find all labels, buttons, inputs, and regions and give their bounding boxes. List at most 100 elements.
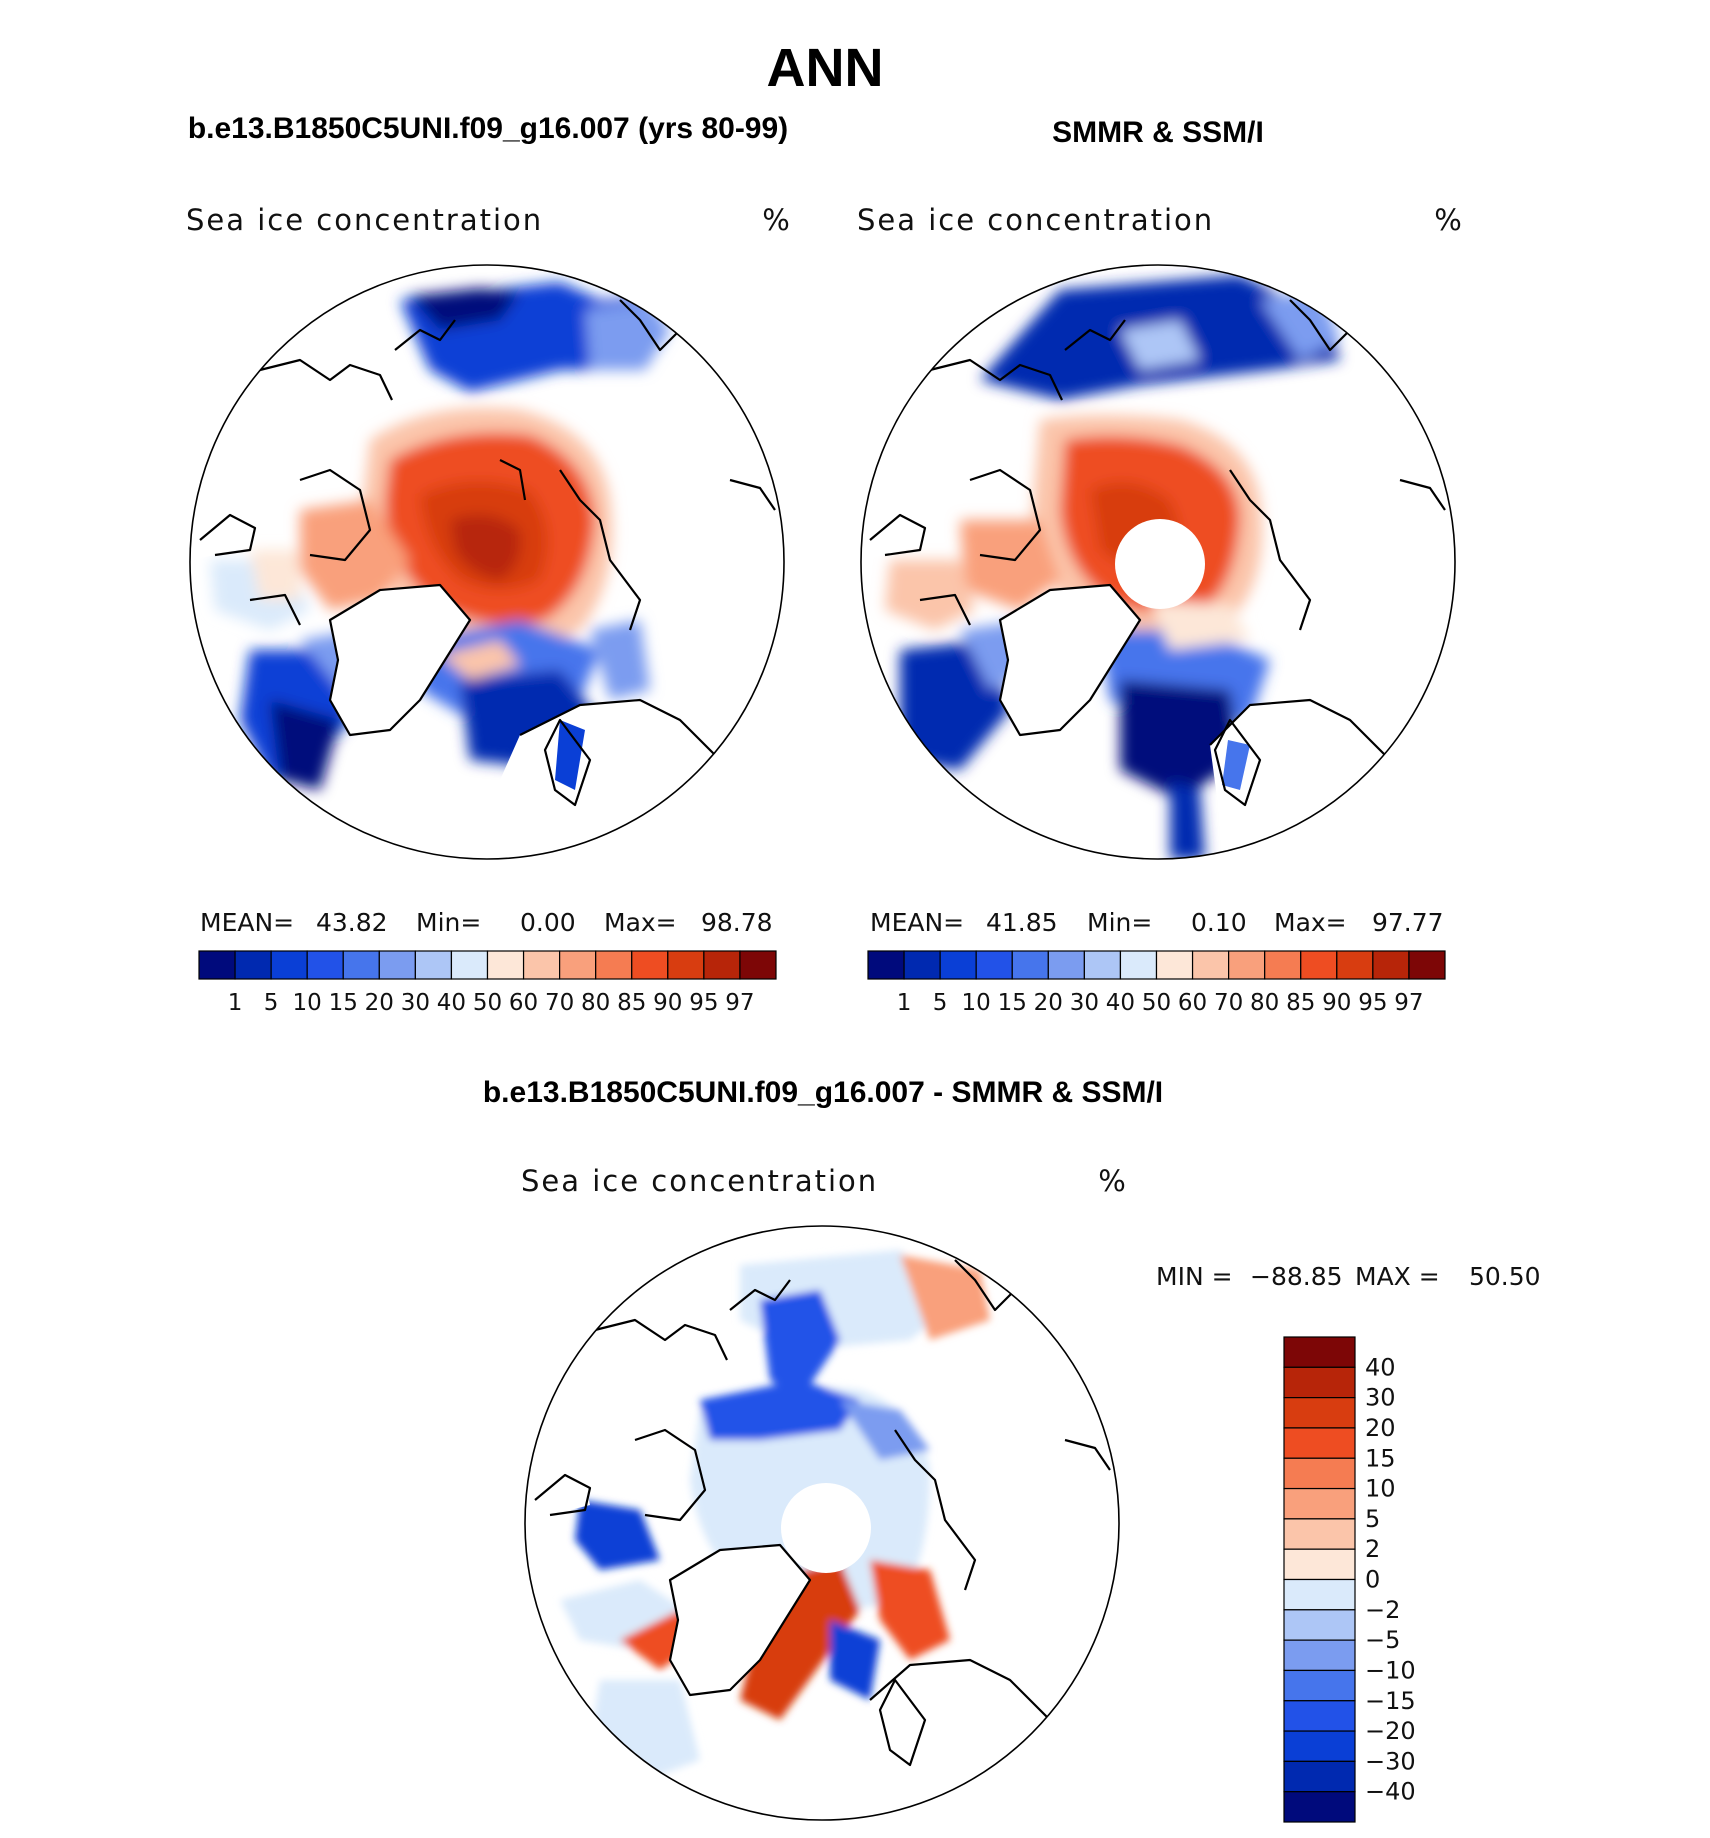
panel-a-colorbar-tick-label: 15: [329, 990, 358, 1016]
panel-a-map: [190, 265, 784, 859]
panel-c-colorbar-swatch: [1283, 1760, 1356, 1793]
panel-b-colorbar-swatch: [867, 950, 905, 980]
panel-a-colorbar-tick-label: 60: [509, 990, 538, 1016]
panel-c-colorbar-tick-label: −15: [1365, 1687, 1416, 1715]
panel-c-stats: MIN = −88.85 MAX = 50.50: [1156, 1262, 1541, 1291]
panel-a: Sea ice concentration %: [186, 203, 790, 1016]
panel-a-colorbar-swatch: [450, 950, 489, 980]
panel-b-colorbar-swatch: [1228, 950, 1266, 980]
panel-a-colorbar-swatch: [595, 950, 633, 980]
panel-b-colorbar-tick-label: 97: [1394, 990, 1423, 1016]
panel-b-colorbar-swatch: [1119, 950, 1158, 980]
panel-b-colorbar-swatch: [1408, 950, 1446, 980]
panel-a-colorbar-tick-label: 97: [725, 990, 754, 1016]
panel-b-map: [861, 265, 1455, 859]
panel-b-colorbar-tick-label: 10: [962, 990, 991, 1016]
panel-b-colorbar-swatch: [1191, 950, 1230, 980]
panel-c-colorbar-tick-label: 5: [1365, 1505, 1380, 1533]
panel-b-colorbar-tick-label: 70: [1214, 990, 1243, 1016]
panel-c-colorbar-swatch: [1283, 1730, 1356, 1762]
panel-c-colorbar-swatch: [1283, 1548, 1356, 1581]
panel-b-colorbar-swatch: [1011, 950, 1049, 980]
panel-a-colorbar-swatch: [559, 950, 597, 980]
panel-a-colorbar-swatch: [703, 950, 741, 980]
panel-c-colorbar-tick-label: −10: [1365, 1656, 1416, 1684]
difference-heading: b.e13.B1850C5UNI.f09_g16.007 - SMMR & SS…: [483, 1076, 1163, 1109]
panel-a-colorbar: 1 5 10 15 20 30 40 50 60 70 80 85 90 95 97: [198, 950, 777, 1016]
panel-c-colorbar-swatch: [1283, 1366, 1356, 1399]
panel-c-colorbar-tick-label: −20: [1365, 1717, 1416, 1745]
panel-c-colorbar-swatch: [1283, 1427, 1356, 1459]
panel-b-colorbar-swatch: [1372, 950, 1410, 980]
panel-c-map: [525, 1226, 1119, 1820]
panel-a-colorbar-swatch: [342, 950, 380, 980]
panel-b-units: %: [1434, 203, 1462, 237]
panel-c-colorbar-swatch: [1283, 1700, 1356, 1732]
panel-b-colorbar-tick-label: 30: [1070, 990, 1099, 1016]
panel-a-colorbar-swatch: [234, 950, 272, 980]
panel-c-colorbar-tick-label: −30: [1365, 1747, 1416, 1775]
panel-a-colorbar-tick-label: 5: [264, 990, 279, 1016]
panel-b-colorbar-tick-label: 80: [1250, 990, 1279, 1016]
panel-a-colorbar-swatch: [306, 950, 344, 980]
panel-b-colorbar-tick-label: 85: [1286, 990, 1315, 1016]
panel-c-colorbar-swatch: [1283, 1578, 1356, 1611]
panel-a-colorbar-swatch: [378, 950, 416, 980]
panel-b-colorbar-swatch: [1264, 950, 1302, 980]
panel-b-colorbar-tick-label: 50: [1142, 990, 1171, 1016]
panel-b: Sea ice concentration %: [857, 203, 1462, 1016]
panel-b-colorbar: 1 5 10 15 20 30 40 50 60 70 80 85 90 95 97: [867, 950, 1446, 1016]
panel-c-colorbar-tick-label: −2: [1365, 1596, 1400, 1624]
panel-c-colorbar-swatch: [1283, 1791, 1356, 1823]
panel-b-colorbar-tick-label: 90: [1322, 990, 1351, 1016]
panel-a-stats: MEAN= 43.82 Min= 0.00 Max= 98.78: [200, 908, 773, 937]
panel-b-heading: SMMR & SSM/I: [1052, 116, 1264, 149]
panel-b-colorbar-swatch: [1047, 950, 1085, 980]
panel-c-units: %: [1098, 1164, 1126, 1198]
panel-b-colorbar-tick-label: 60: [1178, 990, 1207, 1016]
panel-a-colorbar-swatch: [631, 950, 669, 980]
panel-c-colorbar-swatch: [1283, 1518, 1356, 1550]
panel-c-colorbar-tick-label: 2: [1365, 1535, 1380, 1563]
panel-b-colorbar-tick-label: 20: [1034, 990, 1063, 1016]
panel-c-colorbar-tick-label: −40: [1365, 1778, 1416, 1806]
panel-c-colorbar-tick-label: 20: [1365, 1414, 1396, 1442]
panel-c-colorbar-tick-label: 10: [1365, 1475, 1396, 1503]
panel-a-colorbar-swatch: [522, 950, 561, 980]
panel-c-colorbar-swatch: [1283, 1639, 1356, 1672]
panel-c-colorbar-tick-label: 15: [1365, 1444, 1396, 1472]
panel-b-variable: Sea ice concentration: [857, 203, 1214, 237]
panel-a-units: %: [762, 203, 790, 237]
panel-b-colorbar-swatch: [939, 950, 977, 980]
panel-b-colorbar-swatch: [1155, 950, 1194, 980]
panel-a-colorbar-tick-label: 90: [653, 990, 682, 1016]
page-title: ANN: [767, 38, 884, 98]
panel-b-colorbar-swatch: [1083, 950, 1122, 980]
panel-a-colorbar-tick-label: 10: [293, 990, 322, 1016]
panel-b-colorbar-tick-label: 95: [1358, 990, 1387, 1016]
panel-c-colorbar-tick-label: 0: [1365, 1566, 1380, 1594]
panel-a-colorbar-tick-label: 80: [581, 990, 610, 1016]
panel-a-colorbar-tick-label: 1: [228, 990, 243, 1016]
panel-a-colorbar-swatch: [198, 950, 236, 980]
panel-c-colorbar-swatch: [1283, 1336, 1356, 1368]
panel-b-colorbar-tick-label: 15: [998, 990, 1027, 1016]
panel-c-colorbar-swatch: [1283, 1669, 1356, 1702]
panel-a-colorbar-tick-label: 95: [689, 990, 718, 1016]
panel-a-colorbar-tick-label: 85: [617, 990, 646, 1016]
panel-a-colorbar-tick-label: 70: [545, 990, 574, 1016]
panel-a-heading: b.e13.B1850C5UNI.f09_g16.007 (yrs 80-99): [188, 112, 788, 145]
panel-b-colorbar-tick-label: 1: [897, 990, 912, 1016]
panel-a-colorbar-tick-label: 50: [473, 990, 502, 1016]
panel-b-colorbar-swatch: [975, 950, 1013, 980]
panel-b-colorbar-tick-label: 5: [933, 990, 948, 1016]
panel-a-colorbar-swatch: [270, 950, 308, 980]
panel-a-variable: Sea ice concentration: [186, 203, 543, 237]
panel-c: Sea ice concentration %: [521, 1164, 1541, 1823]
panel-b-colorbar-swatch: [1336, 950, 1374, 980]
panel-a-colorbar-tick-label: 20: [365, 990, 394, 1016]
panel-c-colorbar-swatch: [1283, 1487, 1356, 1520]
panel-c-colorbar-swatch: [1283, 1397, 1356, 1429]
